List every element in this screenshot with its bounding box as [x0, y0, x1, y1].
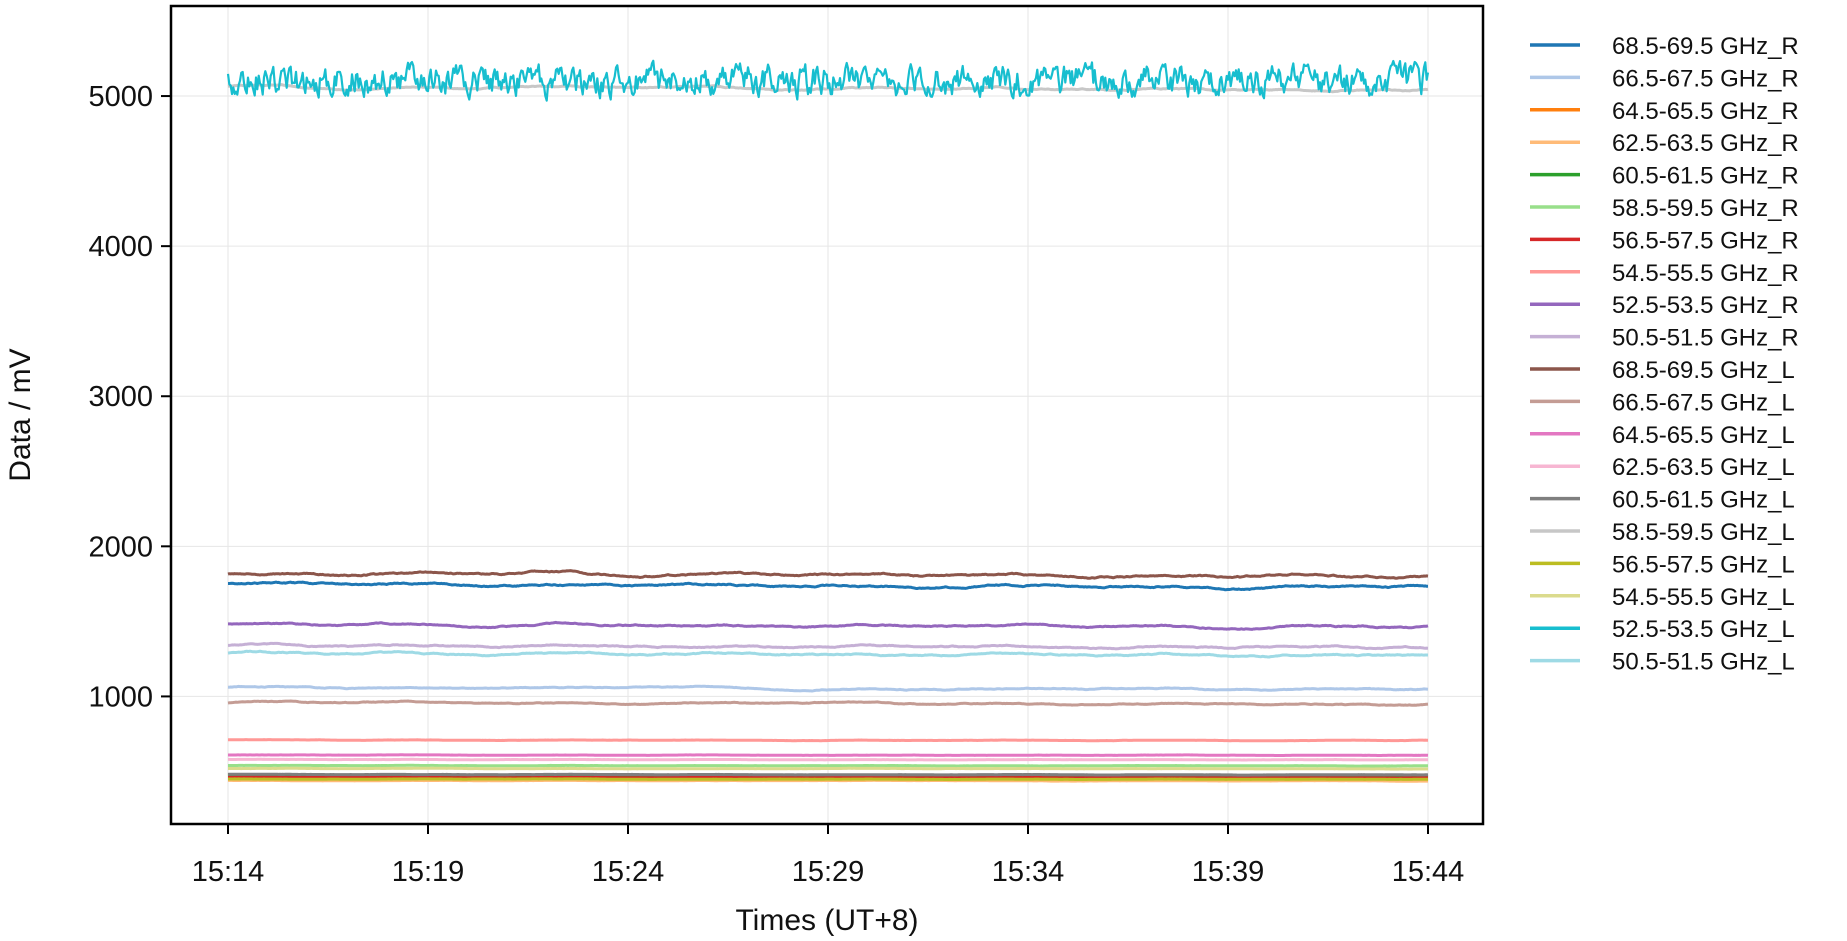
legend-entry-label: 66.5-67.5 GHz_L [1612, 389, 1795, 416]
series-line [227, 649, 1429, 659]
x-tick-label: 15:24 [592, 856, 665, 888]
series-line [227, 763, 1429, 768]
series-lines [226, 59, 1430, 783]
series-line [226, 59, 1430, 102]
series-line [227, 766, 1429, 771]
x-tick-label: 15:34 [992, 856, 1065, 888]
series-line [227, 580, 1429, 592]
legend-entry-label: 58.5-59.5 GHz_R [1612, 195, 1799, 222]
y-tick-label: 4000 [88, 231, 153, 263]
legend-entry-label: 64.5-65.5 GHz_R [1612, 98, 1799, 125]
series-line [227, 753, 1429, 757]
legend-entry-label: 66.5-67.5 GHz_R [1612, 65, 1799, 92]
legend-entry-label: 54.5-55.5 GHz_R [1612, 260, 1799, 287]
series-line [227, 772, 1429, 777]
series-line [227, 684, 1429, 693]
y-tick-label: 1000 [88, 681, 153, 713]
series-line [227, 757, 1429, 762]
y-tick-label: 5000 [88, 81, 153, 113]
y-axis-label: Data / mV [4, 348, 37, 481]
x-tick-label: 15:19 [392, 856, 465, 888]
grid-lines [171, 6, 1483, 824]
legend-entry-label: 56.5-57.5 GHz_L [1612, 551, 1795, 578]
legend-entry-label: 62.5-63.5 GHz_L [1612, 454, 1795, 481]
legend-entry-label: 54.5-55.5 GHz_L [1612, 584, 1795, 611]
x-tick-label: 15:14 [192, 856, 265, 888]
series-line [227, 569, 1429, 580]
series-line [227, 641, 1429, 651]
x-tick-label: 15:44 [1392, 856, 1465, 888]
x-axis-ticks: 15:14 15:19 15:24 15:29 15:34 15:39 15:44 [192, 824, 1465, 888]
series-line [227, 738, 1429, 743]
legend-entry-label: 62.5-63.5 GHz_R [1612, 130, 1799, 157]
legend-entry-label: 68.5-69.5 GHz_R [1612, 33, 1799, 60]
legend-entry-label: 56.5-57.5 GHz_R [1612, 227, 1799, 254]
y-tick-label: 2000 [88, 531, 153, 563]
legend-entry-label: 52.5-53.5 GHz_R [1612, 292, 1799, 319]
series-line [227, 777, 1429, 781]
x-tick-label: 15:39 [1192, 856, 1265, 888]
x-axis-label: Times (UT+8) [735, 904, 918, 937]
legend: 68.5-69.5 GHz_R 66.5-67.5 GHz_R 64.5-65.5 … [1530, 33, 1799, 676]
legend-entry-label: 58.5-59.5 GHz_L [1612, 519, 1795, 546]
y-tick-label: 3000 [88, 381, 153, 413]
legend-entry-label: 64.5-65.5 GHz_L [1612, 422, 1795, 449]
x-tick-label: 15:29 [792, 856, 865, 888]
legend-entry-label: 68.5-69.5 GHz_L [1612, 357, 1795, 384]
legend-entry-label: 50.5-51.5 GHz_L [1612, 649, 1795, 676]
series-line [227, 699, 1429, 707]
series-line [227, 620, 1429, 631]
legend-entry-label: 60.5-61.5 GHz_R [1612, 163, 1799, 190]
legend-entry-label: 50.5-51.5 GHz_R [1612, 325, 1799, 352]
legend-entry-label: 52.5-53.5 GHz_L [1612, 616, 1795, 643]
legend-entry-label: 60.5-61.5 GHz_L [1612, 487, 1795, 514]
y-axis-ticks: 1000 2000 3000 4000 5000 [88, 81, 171, 713]
